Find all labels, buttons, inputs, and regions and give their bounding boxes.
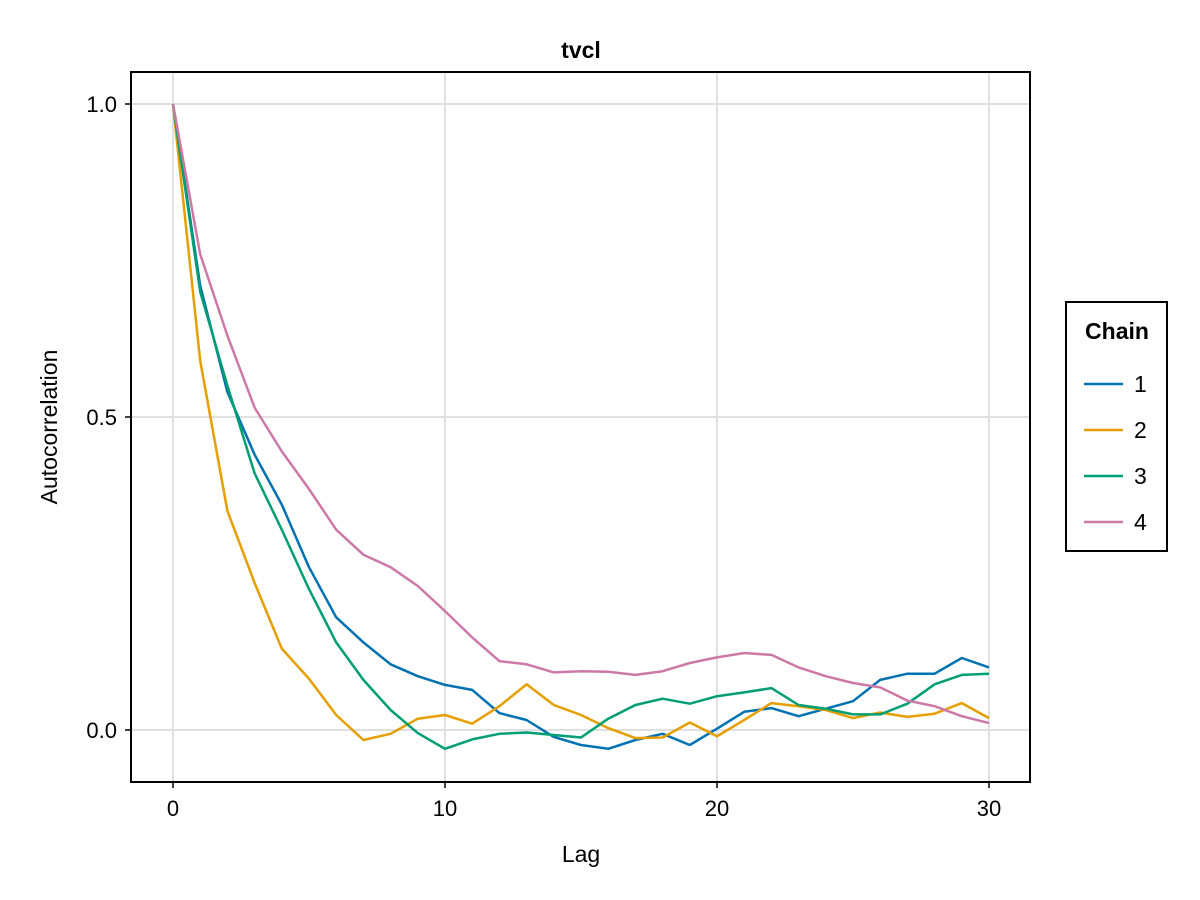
series-line-chain-3 xyxy=(171,103,990,751)
y-tick-label: 0.5 xyxy=(86,405,117,430)
legend-label-chain-1: 1 xyxy=(1134,371,1147,397)
grid-lines xyxy=(132,73,1029,781)
legend-title: Chain xyxy=(1085,318,1149,344)
y-axis-label: Autocorrelation xyxy=(36,350,62,505)
x-tick-label: 30 xyxy=(977,796,1001,821)
legend: Chain 1 2 3 4 xyxy=(1065,301,1168,552)
x-axis-ticks: 0 10 20 30 xyxy=(167,782,1001,821)
series-line-chain-2 xyxy=(171,103,990,742)
legend-label-chain-4: 4 xyxy=(1134,509,1147,535)
x-tick-label: 0 xyxy=(167,796,179,821)
series-line-chain-4 xyxy=(171,103,990,725)
plot-frame xyxy=(130,71,1031,783)
y-axis-ticks: 0.0 0.5 1.0 xyxy=(86,92,131,743)
legend-label-chain-3: 3 xyxy=(1134,463,1147,489)
legend-label-chain-2: 2 xyxy=(1134,417,1147,443)
x-tick-label: 20 xyxy=(705,796,729,821)
series-lines xyxy=(171,103,990,751)
x-tick-label: 10 xyxy=(433,796,457,821)
y-tick-label: 0.0 xyxy=(86,718,117,743)
legend-box xyxy=(1065,301,1168,552)
x-axis-label: Lag xyxy=(562,841,600,867)
chart-title: tvcl xyxy=(561,37,601,63)
series-line-chain-1 xyxy=(171,103,990,751)
y-tick-label: 1.0 xyxy=(86,92,117,117)
